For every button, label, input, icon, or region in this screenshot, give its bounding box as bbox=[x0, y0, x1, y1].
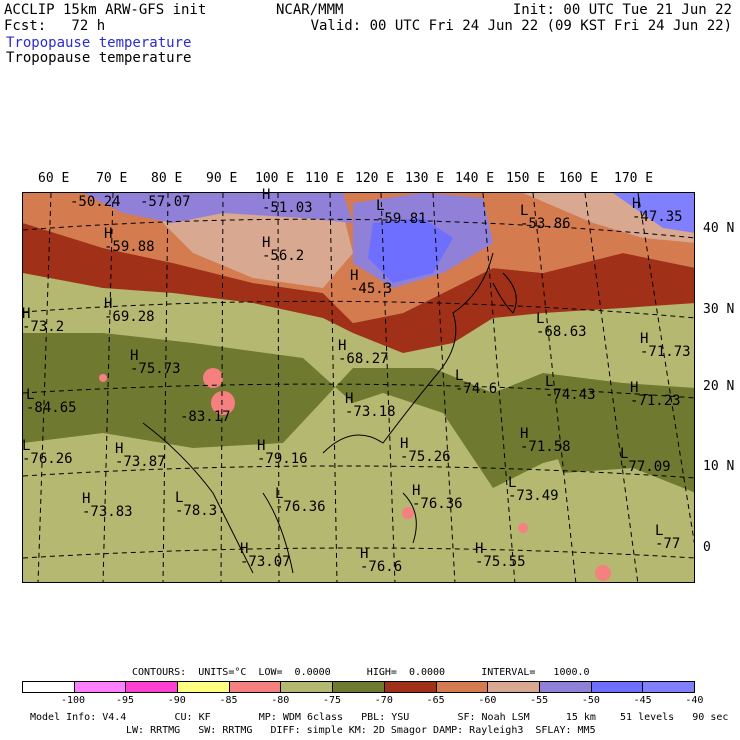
colorbar-tick-label: -45 bbox=[633, 695, 652, 706]
field-label: H -73.2 bbox=[22, 306, 65, 335]
field-label: H -73.87 bbox=[115, 441, 166, 470]
field-label: H -75.26 bbox=[400, 436, 451, 465]
colorbar-swatch bbox=[436, 682, 489, 692]
valid-time: Valid: 00 UTC Fri 24 Jun 22 (09 KST Fri … bbox=[310, 18, 732, 34]
field-label: L -74.6 bbox=[455, 368, 498, 397]
colorbar-tick-label: -95 bbox=[115, 695, 134, 706]
field-label: H -45.3 bbox=[350, 268, 393, 297]
colorbar-tick-label: -40 bbox=[685, 695, 704, 706]
field-label: H -76.36 bbox=[412, 483, 463, 512]
forecast-hour: Fcst: 72 h bbox=[4, 18, 106, 34]
lon-label: 120 E bbox=[355, 171, 395, 186]
model-title: ACCLIP 15km ARW-GFS init bbox=[4, 2, 207, 18]
lon-label: 110 E bbox=[305, 171, 345, 186]
field-label: L -77 bbox=[655, 523, 681, 552]
field-label: L -84.65 bbox=[26, 387, 77, 416]
colorbar-tick-label: -75 bbox=[323, 695, 342, 706]
lat-label: 10 N bbox=[703, 459, 735, 474]
lon-label: 140 E bbox=[455, 171, 495, 186]
contour-info: CONTOURS: UNITS=°C LOW= 0.0000 HIGH= 0.0… bbox=[132, 667, 590, 678]
lon-label: 170 E bbox=[614, 171, 654, 186]
field-label: L -73.49 bbox=[508, 475, 559, 504]
colorbar-tick-label: -90 bbox=[167, 695, 186, 706]
colorbar-swatch bbox=[178, 682, 230, 692]
lon-label: 100 E bbox=[255, 171, 295, 186]
field-label: H -73.18 bbox=[345, 391, 396, 420]
field-label: H -56.2 bbox=[262, 235, 305, 264]
field-label: L -59.81 bbox=[376, 198, 427, 227]
colorbar-swatch bbox=[488, 682, 540, 692]
lat-label: 0 bbox=[703, 540, 711, 555]
colorbar-swatch bbox=[333, 682, 385, 692]
colorbar-tick-label: -70 bbox=[374, 695, 393, 706]
field-label: L -77.09 bbox=[620, 446, 671, 475]
colorbar-tick-label: -55 bbox=[530, 695, 549, 706]
field-label: H -71.73 bbox=[640, 331, 691, 360]
colorbar-swatch bbox=[384, 682, 437, 692]
field-label: L -76.26 bbox=[22, 438, 73, 467]
lon-label: 60 E bbox=[38, 171, 70, 186]
lon-label: 90 E bbox=[206, 171, 238, 186]
model-info-line2: LW: RRTMG SW: RRTMG DIFF: simple KM: 2D … bbox=[126, 725, 596, 736]
lon-label: 130 E bbox=[405, 171, 445, 186]
field-title-shaded: Tropopause temperature bbox=[6, 35, 192, 51]
colorbar-swatch bbox=[74, 682, 127, 692]
colorbar-tick-label: -80 bbox=[271, 695, 290, 706]
colorbar-swatch bbox=[229, 682, 282, 692]
lon-label: 70 E bbox=[96, 171, 128, 186]
colorbar bbox=[22, 681, 695, 693]
colorbar-swatch bbox=[281, 682, 334, 692]
lat-label: 20 N bbox=[703, 379, 735, 394]
lon-label: 150 E bbox=[506, 171, 546, 186]
field-label: H -71.23 bbox=[630, 380, 681, 409]
model-info-line1: Model Info: V4.4 CU: KF MP: WDM 6class P… bbox=[30, 712, 729, 723]
colorbar-swatch bbox=[643, 682, 694, 692]
field-label: H -75.73 bbox=[130, 348, 181, 377]
field-label: L -53.86 bbox=[520, 203, 571, 232]
colorbar-tick-label: -100 bbox=[60, 695, 86, 706]
field-label: -83.17 bbox=[180, 409, 231, 425]
lon-label: 80 E bbox=[151, 171, 183, 186]
map-field bbox=[23, 193, 694, 582]
field-label: H -59.88 bbox=[104, 226, 155, 255]
colorbar-swatch bbox=[539, 682, 592, 692]
field-label: H -76.6 bbox=[360, 546, 403, 575]
lat-label: 30 N bbox=[703, 302, 735, 317]
colorbar-tick-label: -65 bbox=[426, 695, 445, 706]
colorbar-swatch bbox=[591, 682, 644, 692]
field-label: H -75.55 bbox=[475, 541, 526, 570]
lat-label: 40 N bbox=[703, 221, 735, 236]
colorbar-tick-label: -50 bbox=[581, 695, 600, 706]
colorbar-tick-label: -85 bbox=[219, 695, 238, 706]
field-label: H -71.58 bbox=[520, 426, 571, 455]
field-label: H -73.83 bbox=[82, 491, 133, 520]
field-label: L -74.43 bbox=[545, 374, 596, 403]
colorbar-swatch bbox=[23, 682, 75, 692]
field-label: -57.07 bbox=[140, 194, 191, 210]
init-time: Init: 00 UTC Tue 21 Jun 22 bbox=[512, 2, 732, 18]
field-label: H -47.35 bbox=[632, 196, 683, 225]
org-name: NCAR/MMM bbox=[276, 2, 344, 18]
map-panel bbox=[22, 192, 695, 583]
lon-label: 160 E bbox=[559, 171, 599, 186]
field-label: L -68.63 bbox=[536, 311, 587, 340]
field-label: H -51.03 bbox=[262, 187, 313, 216]
field-label: H -79.16 bbox=[257, 438, 308, 467]
field-label: L -78.3 bbox=[175, 490, 218, 519]
field-label: L -76.36 bbox=[275, 486, 326, 515]
field-label: -50.24 bbox=[70, 194, 121, 210]
field-label: H -73.07 bbox=[240, 541, 291, 570]
colorbar-tick-label: -60 bbox=[478, 695, 497, 706]
colorbar-swatch bbox=[126, 682, 179, 692]
field-label: H -68.27 bbox=[338, 338, 389, 367]
field-title-contour: Tropopause temperature bbox=[6, 50, 192, 66]
field-label: H -69.28 bbox=[104, 296, 155, 325]
